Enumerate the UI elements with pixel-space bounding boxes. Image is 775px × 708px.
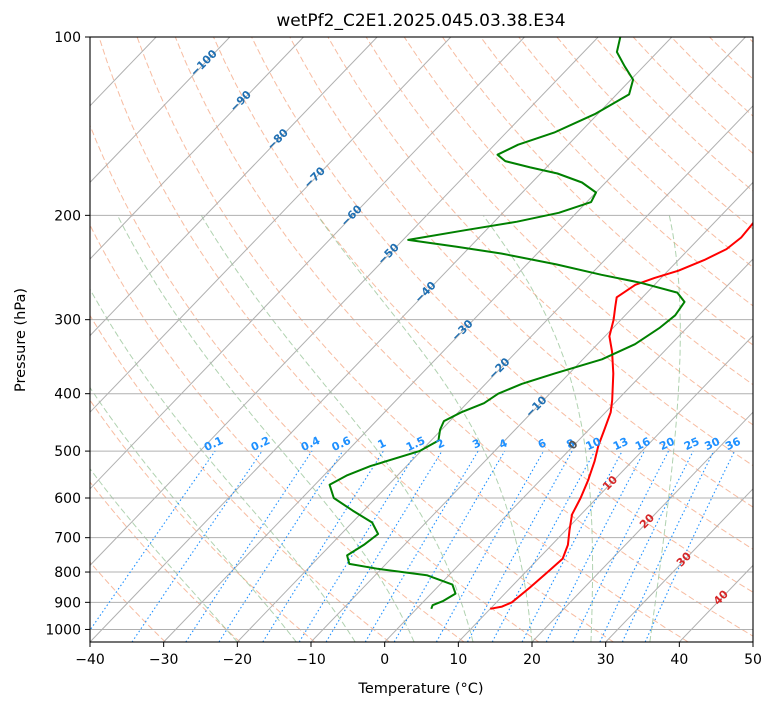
dry-adiabat	[327, 37, 753, 467]
isotherm-line	[90, 37, 673, 642]
moist-adiabat	[649, 215, 681, 642]
mixing-ratio-label: 36	[723, 435, 743, 453]
isotherm-line	[236, 105, 753, 642]
moist-adiabat	[200, 215, 474, 642]
mixing-ratio-line	[435, 450, 545, 642]
isotherm-line	[163, 37, 746, 642]
dry-adiabat	[98, 37, 614, 642]
x-tick-label: 50	[744, 652, 762, 668]
isotherm-line	[90, 37, 304, 260]
mixing-ratio-label: 25	[682, 435, 701, 453]
isotherm-line	[605, 488, 753, 642]
dry-adiabat	[518, 37, 753, 268]
mixing-ratio-line	[185, 450, 313, 642]
isotherm-line	[90, 37, 525, 490]
mixing-ratio-line	[572, 450, 669, 642]
dry-adiabat	[90, 124, 540, 642]
moist-adiabat	[482, 215, 594, 642]
isotherm-line	[90, 37, 599, 567]
x-tick-label: 40	[670, 652, 688, 668]
x-axis-label: Temperature (°C)	[357, 681, 483, 697]
dewpoint-line	[328, 37, 686, 610]
x-tick-label: 10	[449, 652, 467, 668]
mixing-ratio-line	[491, 450, 596, 642]
y-tick-label: 900	[54, 595, 81, 611]
x-axis: −40 −30 −20 −10 0 10 20 30 40 50	[75, 642, 762, 668]
x-tick-label: 0	[380, 652, 389, 668]
isotherm-line	[90, 37, 231, 184]
mixing-ratio-label: 30	[703, 435, 723, 453]
mixing-ratio-line	[262, 450, 384, 642]
y-tick-label: 300	[54, 313, 81, 329]
dry-adiabat	[90, 223, 465, 642]
y-axis-label: Pressure (hPa)	[13, 288, 29, 392]
mixing-ratio-label: 20	[657, 435, 677, 453]
mixing-ratio-line	[218, 450, 344, 642]
y-tick-label: 400	[54, 387, 81, 403]
y-axis: 100 200 300 400 500 600 700 800 900 1000	[45, 30, 90, 638]
x-tick-label: 20	[523, 652, 541, 668]
isotherm-line	[310, 181, 753, 642]
mixing-ratio-line	[131, 450, 263, 642]
mixing-ratio-line	[298, 450, 418, 642]
y-tick-label: 600	[54, 491, 81, 507]
y-tick-label: 200	[54, 208, 81, 224]
dry-adiabat	[90, 314, 390, 642]
y-tick-label: 1000	[45, 622, 81, 638]
mixing-ratio-line	[325, 450, 443, 642]
mixing-ratio-label: 10	[584, 435, 604, 453]
isotherm-line	[384, 258, 753, 642]
dry-adiabat	[136, 37, 689, 642]
background-reference-lines	[90, 37, 753, 642]
mixing-ratio-label: 16	[633, 435, 653, 453]
dry-adiabat	[441, 37, 753, 346]
dry-adiabat	[174, 37, 753, 637]
x-tick-label: −20	[223, 652, 253, 668]
y-tick-label: 700	[54, 531, 81, 547]
y-tick-label: 800	[54, 565, 81, 581]
dry-adiabat	[212, 37, 753, 593]
moist-adiabat	[90, 386, 297, 642]
isotherm-line	[90, 37, 452, 413]
moist-adiabat	[317, 215, 533, 642]
mixing-ratio-line	[90, 450, 216, 632]
sounding-lines	[328, 37, 753, 610]
dry-adiabat	[251, 37, 753, 550]
y-tick-label: 100	[54, 30, 81, 46]
x-tick-label: −10	[296, 652, 326, 668]
moist-adiabat	[90, 467, 238, 642]
plot-frame	[89, 36, 754, 643]
mixing-ratio-line	[467, 450, 573, 642]
temperature-line	[490, 221, 753, 610]
mixing-ratio-label: 13	[611, 435, 630, 453]
chart-title: wetPf2_C2E1.2025.045.03.38.E34	[276, 11, 565, 31]
x-tick-label: −40	[75, 652, 105, 668]
moist-adiabat	[90, 288, 356, 642]
x-tick-label: −30	[149, 652, 179, 668]
isotherm-line	[90, 37, 378, 337]
y-tick-label: 500	[54, 444, 81, 460]
isotherm-line	[531, 411, 753, 642]
x-tick-label: 30	[597, 652, 615, 668]
isotherm-line	[457, 334, 753, 642]
dry-adiabat	[90, 399, 316, 642]
moist-adiabat	[117, 215, 415, 642]
